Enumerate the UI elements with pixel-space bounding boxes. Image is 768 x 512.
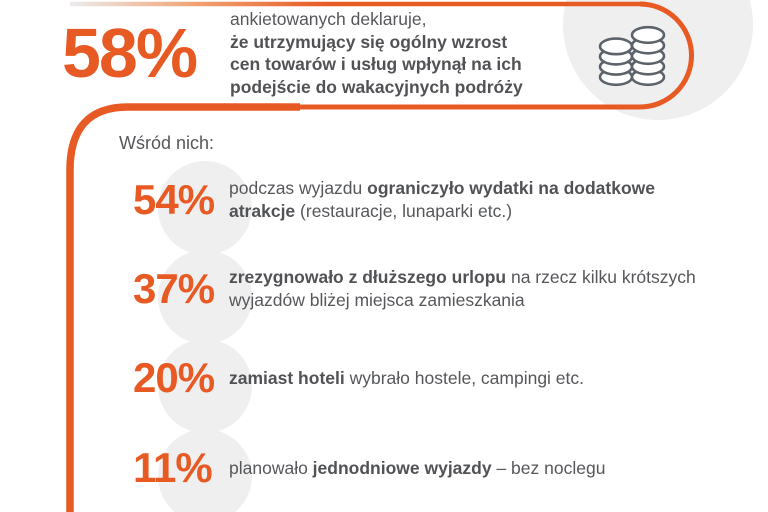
stat-item-background-circle xyxy=(158,250,252,344)
stat-item-description: zamiast hoteli wybrało hostele, campingi… xyxy=(229,367,585,388)
stat-item-description: podczas wyjazdu ograniczyło wydatki na d… xyxy=(229,178,655,221)
stat-item-value: 20% xyxy=(133,354,215,401)
headline-stat-value: 58% xyxy=(62,14,198,92)
stat-item-value: 54% xyxy=(133,176,215,223)
list-intro-label: Wśród nich: xyxy=(119,133,215,153)
stat-item-background-circle xyxy=(158,339,252,433)
stat-item-value: 11% xyxy=(133,444,213,491)
stat-item-background-circle xyxy=(158,161,252,255)
stat-list-item: 11% planowało jednodniowe wyjazdy – bez … xyxy=(133,421,605,512)
headline-text: ankietowanych deklaruje, że utrzymujący s… xyxy=(230,9,523,97)
stat-item-description: zrezygnowało z dłuższego urlopu na rzecz… xyxy=(229,267,696,310)
coins-icon xyxy=(598,25,666,87)
stat-item-value: 37% xyxy=(133,265,215,312)
stat-list-item: 20% zamiast hoteli wybrało hostele, camp… xyxy=(133,331,585,433)
stat-item-background-circle xyxy=(158,429,252,512)
stat-list-item: 54% podczas wyjazdu ograniczyło wydatki … xyxy=(133,153,655,255)
stat-item-description: planowało jednodniowe wyjazdy – bez nocl… xyxy=(229,457,606,478)
stat-list-item: 37% zrezygnowało z dłuższego urlopu na r… xyxy=(133,242,696,344)
